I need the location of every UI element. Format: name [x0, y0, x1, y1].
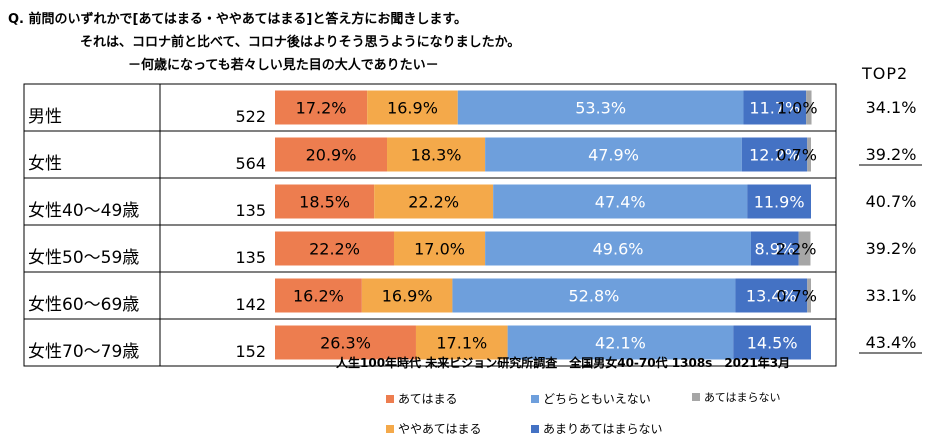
data-label: 14.5%: [747, 334, 798, 353]
legend-label: あてはまる: [398, 392, 458, 406]
category-label: 女性60～69歳: [28, 295, 139, 315]
data-label: 0.7%: [776, 287, 817, 306]
data-label: 17.0%: [414, 240, 465, 259]
data-label: 26.3%: [320, 334, 371, 353]
bar-segment: [485, 137, 742, 172]
top2-value: 39.2%: [866, 145, 917, 164]
data-label: 49.6%: [593, 240, 644, 259]
top2-value: 39.2%: [866, 239, 917, 258]
bar-segment: [275, 231, 394, 266]
bar-segment: [735, 278, 808, 313]
top2-value: 34.1%: [866, 98, 917, 117]
data-label: 16.2%: [293, 287, 344, 306]
data-label: 47.4%: [595, 193, 646, 212]
legend-label: あまりあてはまらない: [543, 422, 663, 436]
sample-size-label: 135: [235, 201, 266, 220]
legend-item-yaya: ややあてはまる: [386, 420, 482, 437]
bar-segment: [275, 90, 368, 125]
data-label: 2.2%: [776, 240, 817, 259]
source-note: 人生100年時代 未来ビジョン研究所調査 全国男女40-70代 1308s 20…: [336, 356, 791, 370]
legend-label: どちらともいえない: [543, 392, 651, 406]
top2-value: 33.1%: [866, 286, 917, 305]
bar-segment: [741, 137, 808, 172]
data-label: 1.0%: [777, 99, 818, 118]
bar-segment: [374, 184, 494, 219]
category-label: 男性: [28, 107, 62, 127]
bar-segment: [747, 184, 811, 219]
bar-segment: [275, 325, 416, 360]
data-label: 13.4%: [746, 287, 797, 306]
bar-segment: [361, 278, 453, 313]
bar-segment: [493, 184, 748, 219]
data-label: 16.9%: [382, 287, 433, 306]
top2-value: 43.4%: [866, 333, 917, 352]
legend-swatch: [531, 424, 539, 433]
bar-segment: [457, 90, 744, 125]
legend-swatch: [386, 424, 394, 433]
bar-segment: [452, 278, 736, 313]
bar-segment: [367, 90, 458, 125]
bar-segment: [798, 231, 811, 266]
data-label: 20.9%: [306, 146, 357, 165]
sample-size-label: 522: [235, 107, 266, 126]
data-label: 16.9%: [387, 99, 438, 118]
top2-value: 40.7%: [866, 192, 917, 211]
category-label: 女性: [28, 154, 62, 174]
category-label: 女性70～79歳: [28, 342, 139, 362]
bar-segment: [750, 231, 799, 266]
bar-segment: [507, 325, 734, 360]
legend-item-dochira: どちらともいえない: [531, 390, 651, 407]
legend-swatch: [531, 394, 539, 403]
sample-size-label: 135: [235, 248, 266, 267]
bar-segment: [807, 278, 811, 313]
data-label: 17.2%: [296, 99, 347, 118]
data-label: 8.9%: [754, 240, 795, 259]
legend-swatch: [386, 394, 394, 403]
legend-swatch: [692, 393, 700, 401]
bar-segment: [275, 184, 375, 219]
sample-size-label: 564: [235, 154, 266, 173]
bar-segment: [806, 90, 812, 125]
data-label: 42.1%: [595, 334, 646, 353]
category-label: 女性50～59歳: [28, 248, 139, 268]
data-label: 12.2%: [749, 146, 800, 165]
data-label: 0.7%: [776, 146, 817, 165]
data-label: 22.2%: [408, 193, 459, 212]
data-label: 52.8%: [569, 287, 620, 306]
bar-segment: [807, 137, 811, 172]
bar-segment: [733, 325, 811, 360]
bar-segment: [393, 231, 486, 266]
category-label: 女性40～49歳: [28, 201, 139, 221]
legend-item-atehamaranai: あてはまらない: [692, 389, 781, 405]
legend-label: ややあてはまる: [398, 422, 482, 436]
data-label: 22.2%: [309, 240, 360, 259]
data-label: 11.9%: [754, 193, 805, 212]
question-line-3: －何歳になっても若々しい見た目の大人でありたい－: [128, 58, 439, 73]
bar-segment: [743, 90, 807, 125]
sample-size-label: 152: [235, 342, 266, 361]
bar-segment: [275, 137, 388, 172]
legend-item-atehamaru: あてはまる: [386, 390, 458, 407]
bar-segment: [387, 137, 486, 172]
data-label: 53.3%: [575, 99, 626, 118]
sample-size-label: 142: [235, 295, 266, 314]
legend-label: あてはまらない: [704, 391, 781, 404]
question-line-2: それは、コロナ前と比べて、コロナ後はよりそう思うようになりましたか。: [80, 35, 521, 50]
data-label: 18.3%: [411, 146, 462, 165]
question-line-1: Q. 前問のいずれかで[あてはまる・ややあてはまる]と答え方にお聞きします。: [8, 12, 468, 27]
top2-header: TOP2: [862, 64, 909, 83]
data-label: 17.1%: [436, 334, 487, 353]
bar-segment: [485, 231, 751, 266]
table-row-border: [23, 318, 837, 367]
legend-item-amari: あまりあてはまらない: [531, 420, 663, 437]
data-label: 18.5%: [299, 193, 350, 212]
bar-segment: [415, 325, 508, 360]
data-label: 11.7%: [749, 99, 800, 118]
data-label: 47.9%: [588, 146, 639, 165]
bar-segment: [275, 278, 362, 313]
